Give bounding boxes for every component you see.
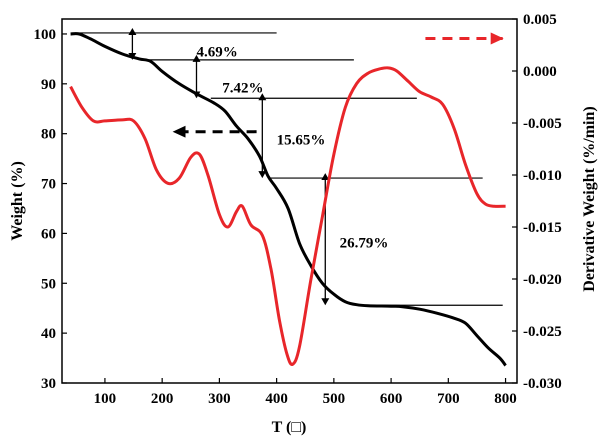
y-right-tick-label: -0.025: [523, 324, 562, 340]
step-arrows: [128, 27, 330, 306]
x-tick-label: 100: [94, 391, 117, 407]
step-label: 7.42%: [222, 80, 263, 96]
y-axis-right: -0.030 -0.025 -0.020 -0.015 -0.010 -0.005 0.00…: [512, 12, 562, 392]
x-tick-label: 800: [494, 391, 517, 407]
y-left-tick-label: 40: [41, 326, 56, 342]
y-left-tick-label: 30: [41, 376, 56, 392]
x-tick-label: 200: [151, 391, 174, 407]
step-label: 15.65%: [277, 133, 326, 149]
y-left-tick-label: 50: [41, 276, 56, 292]
y-right-tick-label: -0.015: [523, 220, 562, 236]
step-labels: 4.69% 7.42% 15.65% 26.79%: [196, 44, 388, 251]
weight-curve: [70, 32, 507, 367]
y-left-tick-label: 90: [41, 77, 56, 93]
x-tick-label: 700: [437, 391, 460, 407]
derivative-curve: [69, 66, 506, 366]
y-right-tick-label: -0.005: [523, 116, 562, 132]
y-left-tick-label: 60: [41, 226, 56, 242]
step-label: 4.69%: [196, 44, 237, 60]
y-right-tick-label: 0.005: [523, 12, 557, 28]
reference-lines: [70, 32, 503, 306]
x-axis: 100 200 300 400 500 600 700 800: [94, 378, 517, 407]
step-label: 26.79%: [340, 235, 389, 251]
x-tick-label: 500: [323, 391, 346, 407]
y-right-tick-label: -0.010: [523, 168, 562, 184]
x-axis-title: T (□): [272, 419, 307, 436]
y-right-tick-label: -0.030: [523, 376, 562, 392]
x-tick-label: 300: [208, 391, 231, 407]
plot-frame: [61, 18, 518, 384]
y-left-tick-label: 100: [34, 27, 57, 43]
y-right-tick-label: 0.000: [523, 64, 557, 80]
series-arrows: [172, 32, 504, 138]
y-axis-right-title: Derivative Weight (%/min): [581, 106, 598, 291]
y-axis-left-title: Weight (%): [9, 161, 26, 241]
y-left-tick-label: 70: [41, 177, 56, 193]
y-axis-left: 30 40 50 60 70 80 90 100: [34, 27, 67, 392]
y-right-tick-label: -0.020: [523, 272, 562, 288]
y-left-tick-label: 80: [41, 127, 56, 143]
x-tick-label: 600: [380, 391, 403, 407]
x-tick-label: 400: [265, 391, 288, 407]
